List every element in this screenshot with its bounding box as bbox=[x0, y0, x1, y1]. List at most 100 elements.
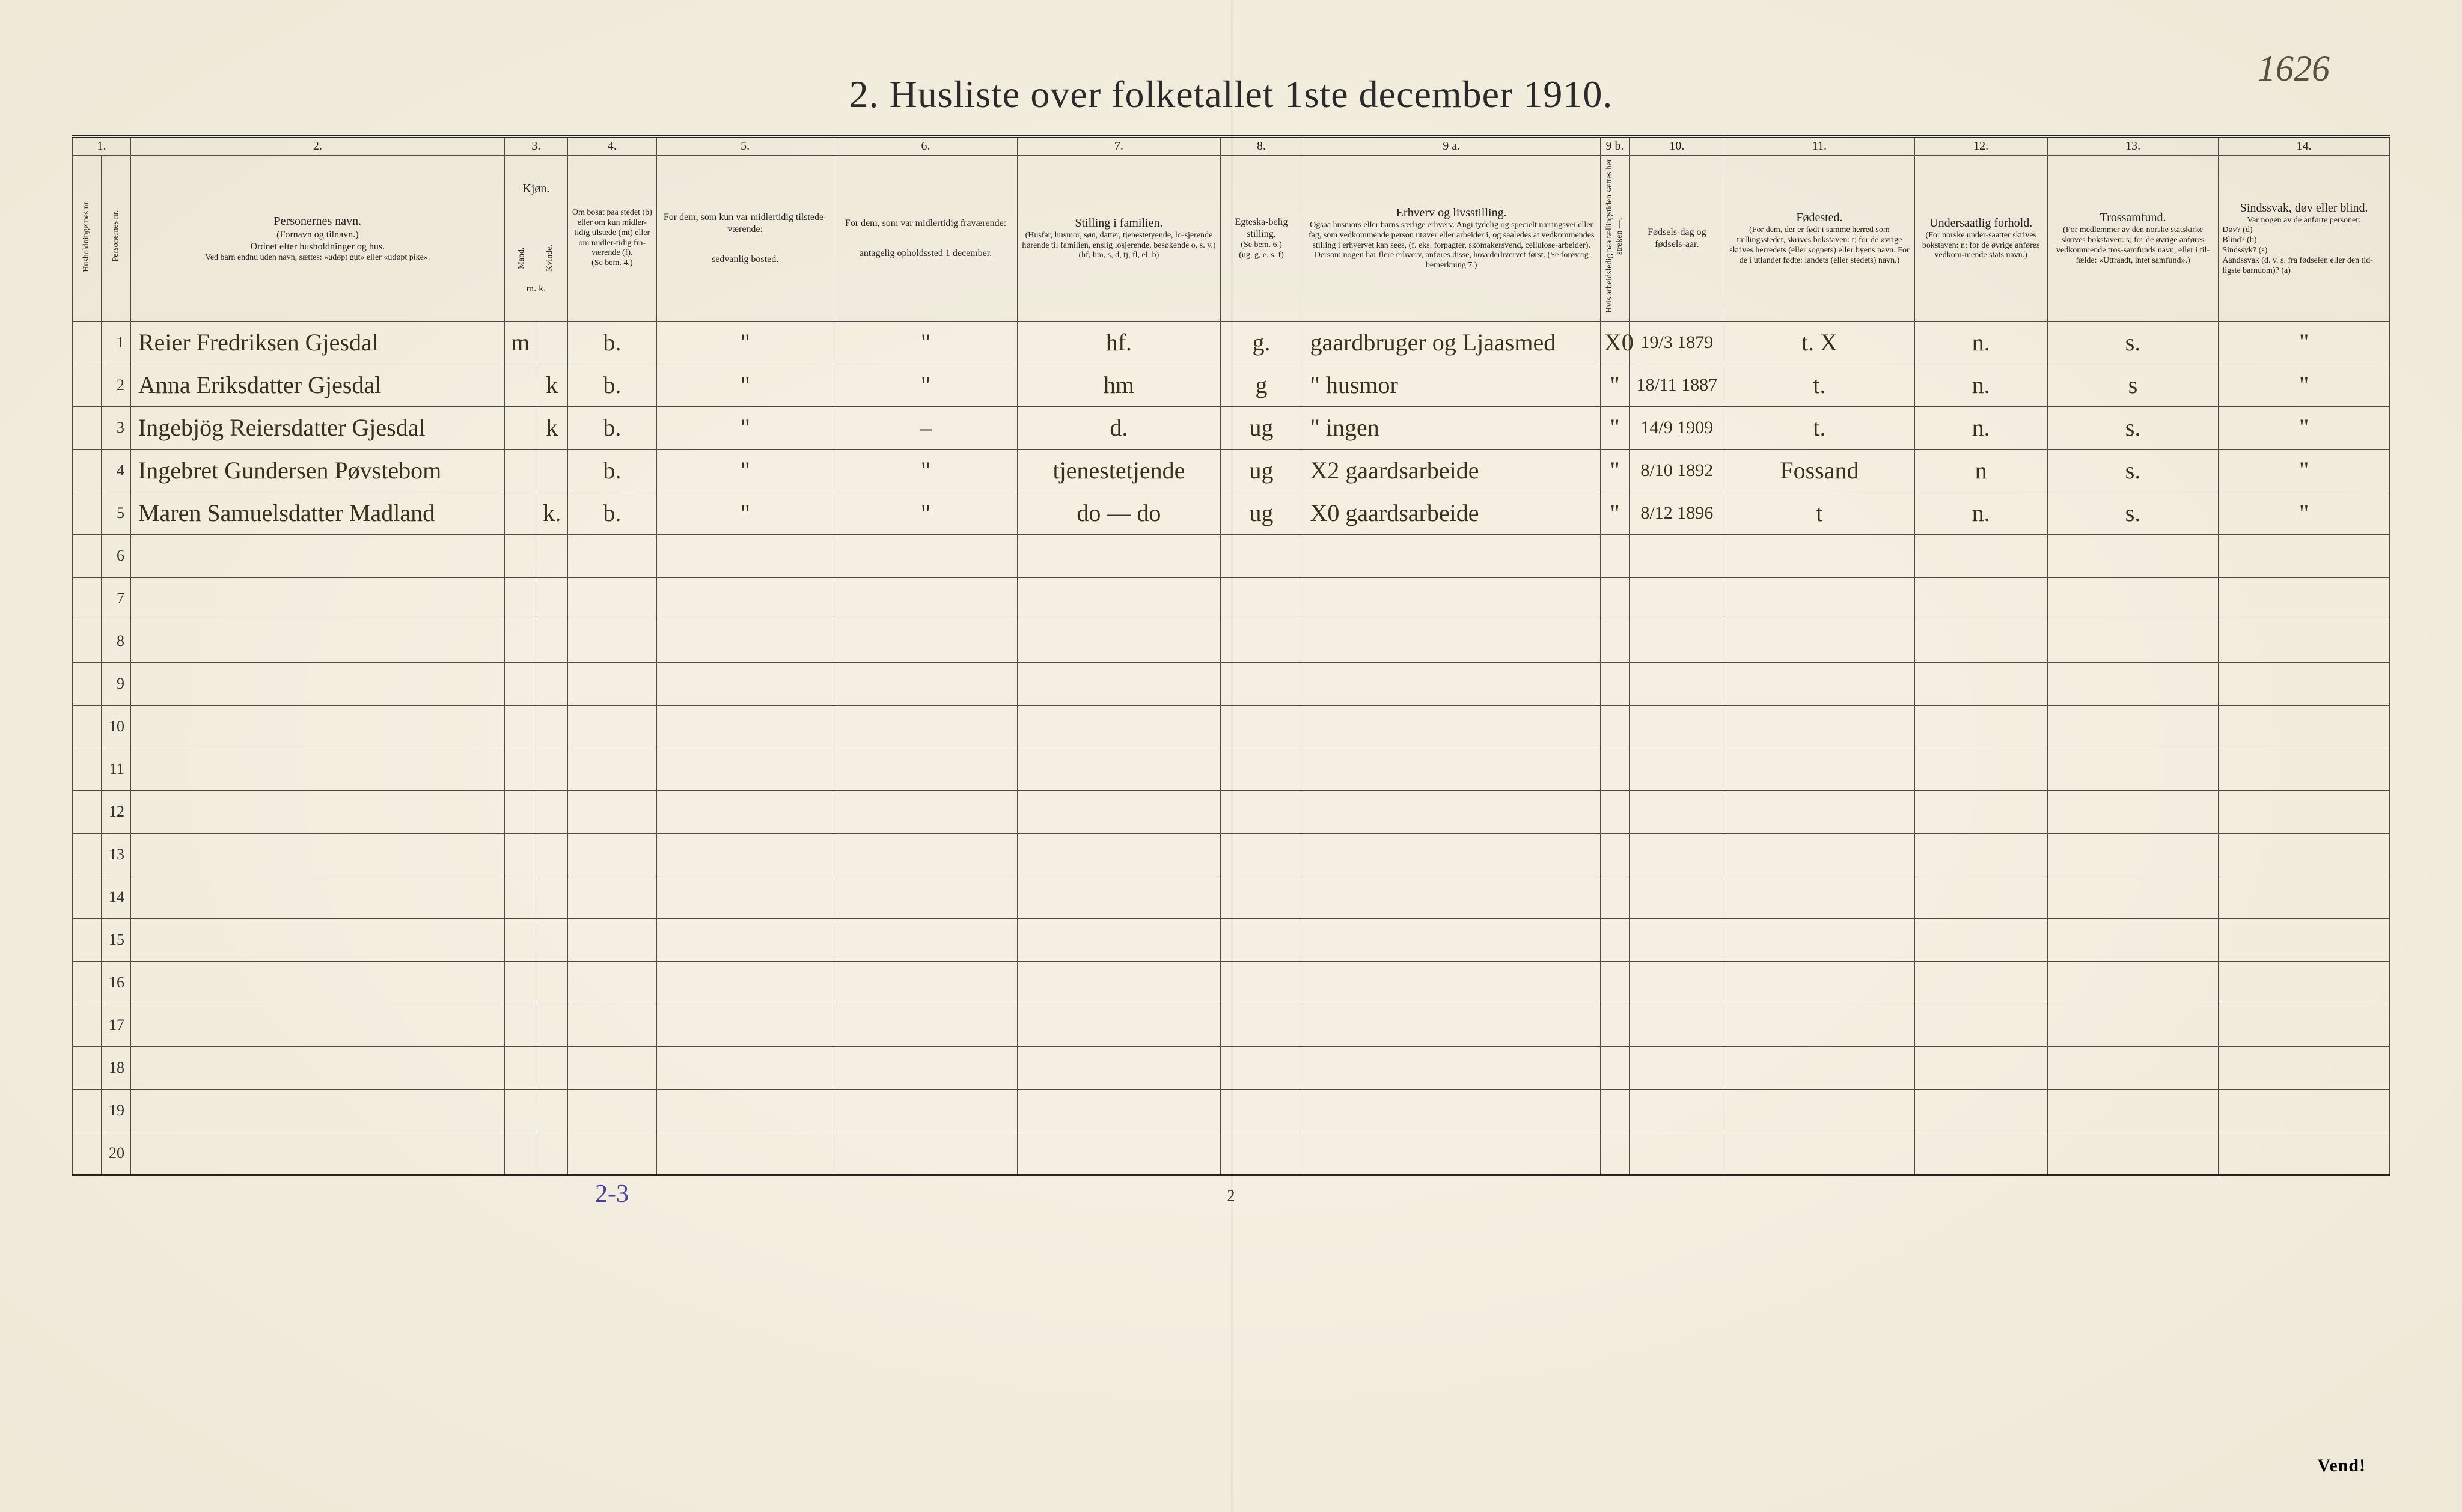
cell-bosat: b. bbox=[568, 364, 657, 407]
cell-blank bbox=[1303, 876, 1600, 919]
cell-household-nr bbox=[73, 1047, 102, 1090]
cell-blank bbox=[834, 706, 1018, 748]
cell-erhverv: X0 gaardsarbeide bbox=[1303, 492, 1600, 535]
cell-name: Maren Samuelsdatter Madland bbox=[130, 492, 504, 535]
cell-blank bbox=[568, 706, 657, 748]
cell-sex-m bbox=[504, 450, 536, 492]
cell-blank bbox=[1018, 663, 1220, 706]
cell-familie: do — do bbox=[1018, 492, 1220, 535]
cell-midl-fravar: " bbox=[834, 492, 1018, 535]
cell-blank bbox=[1600, 535, 1629, 578]
cell-blank bbox=[536, 578, 568, 620]
cell-blank bbox=[2219, 834, 2390, 876]
cell-blank bbox=[2047, 663, 2219, 706]
cell-sex-m bbox=[504, 364, 536, 407]
cell-sex-k bbox=[536, 450, 568, 492]
cell-blank bbox=[1018, 620, 1220, 663]
cell-blank bbox=[2047, 791, 2219, 834]
cell-blank bbox=[1914, 876, 2047, 919]
cell-blank bbox=[536, 791, 568, 834]
cell-blank bbox=[1630, 578, 1724, 620]
cell-arbeidsledig: " bbox=[1600, 364, 1629, 407]
table-row-blank: 8 bbox=[73, 620, 2390, 663]
cell-blank bbox=[2219, 919, 2390, 962]
cell-blank bbox=[656, 535, 834, 578]
table-row: 2Anna Eriksdatter Gjesdalkb.""hmg" husmo… bbox=[73, 364, 2390, 407]
table-row: 1Reier Fredriksen Gjesdalmb.""hf.g.gaard… bbox=[73, 322, 2390, 364]
cell-blank bbox=[568, 578, 657, 620]
cell-household-nr bbox=[73, 876, 102, 919]
cell-erhverv: gaardbruger og Ljaasmed bbox=[1303, 322, 1600, 364]
cell-blank bbox=[1600, 1132, 1629, 1175]
cell-tros: s. bbox=[2047, 450, 2219, 492]
cell-blank bbox=[1724, 1047, 1914, 1090]
cell-household-nr bbox=[73, 492, 102, 535]
cell-household-nr bbox=[73, 620, 102, 663]
cell-blank bbox=[1303, 578, 1600, 620]
cell-blank bbox=[536, 876, 568, 919]
cell-blank bbox=[1724, 962, 1914, 1004]
cell-blank bbox=[1220, 1047, 1303, 1090]
table-row-blank: 6 bbox=[73, 535, 2390, 578]
cell-blank bbox=[1600, 706, 1629, 748]
cell-blank bbox=[834, 962, 1018, 1004]
cell-blank bbox=[1914, 578, 2047, 620]
cell-blank bbox=[130, 1047, 504, 1090]
cell-blank bbox=[504, 1004, 536, 1047]
cell-person-nr: 1 bbox=[102, 322, 130, 364]
cell-blank bbox=[130, 919, 504, 962]
cell-blank bbox=[568, 535, 657, 578]
cell-midl-tilstede: " bbox=[656, 450, 834, 492]
colnum-7: 7. bbox=[1018, 137, 1220, 156]
cell-blank bbox=[2219, 535, 2390, 578]
table-row: 4Ingebret Gundersen Pøvstebomb.""tjenest… bbox=[73, 450, 2390, 492]
cell-egteskab: ug bbox=[1220, 407, 1303, 450]
cell-blank bbox=[1303, 834, 1600, 876]
cell-familie: d. bbox=[1018, 407, 1220, 450]
cell-blank bbox=[1303, 1090, 1600, 1132]
cell-blank bbox=[1630, 962, 1724, 1004]
cell-blank bbox=[536, 962, 568, 1004]
cell-blank bbox=[656, 1090, 834, 1132]
hdr-sind: Sindssvak, døv eller blind. Var nogen av… bbox=[2219, 156, 2390, 322]
cell-blank bbox=[656, 1004, 834, 1047]
cell-blank bbox=[130, 535, 504, 578]
cell-blank bbox=[1018, 876, 1220, 919]
cell-household-nr bbox=[73, 407, 102, 450]
colnum-10: 10. bbox=[1630, 137, 1724, 156]
cell-person-nr: 7 bbox=[102, 578, 130, 620]
cell-blank bbox=[568, 1047, 657, 1090]
cell-blank bbox=[1724, 578, 1914, 620]
hdr-household-nr: Husholdningernes nr. bbox=[73, 156, 102, 322]
cell-household-nr bbox=[73, 706, 102, 748]
cell-blank bbox=[1630, 620, 1724, 663]
cell-blank bbox=[568, 620, 657, 663]
cell-person-nr: 8 bbox=[102, 620, 130, 663]
cell-blank bbox=[834, 535, 1018, 578]
cell-undersaat: n. bbox=[1914, 364, 2047, 407]
cell-blank bbox=[1630, 834, 1724, 876]
cell-blank bbox=[1600, 962, 1629, 1004]
cell-blank bbox=[1220, 791, 1303, 834]
cell-blank bbox=[834, 919, 1018, 962]
cell-blank bbox=[130, 1090, 504, 1132]
cell-blank bbox=[1220, 578, 1303, 620]
cell-midl-fravar: " bbox=[834, 364, 1018, 407]
cell-midl-fravar: " bbox=[834, 450, 1018, 492]
colnum-14: 14. bbox=[2219, 137, 2390, 156]
cell-person-nr: 3 bbox=[102, 407, 130, 450]
cell-blank bbox=[130, 962, 504, 1004]
cell-egteskab: g bbox=[1220, 364, 1303, 407]
cell-blank bbox=[1914, 1004, 2047, 1047]
cell-bosat: b. bbox=[568, 492, 657, 535]
cell-blank bbox=[1220, 748, 1303, 791]
cell-blank bbox=[656, 834, 834, 876]
hdr-egteskab: Egteska-belig stilling. (Se bem. 6.) (ug… bbox=[1220, 156, 1303, 322]
cell-blank bbox=[1914, 919, 2047, 962]
cell-blank bbox=[1303, 748, 1600, 791]
cell-fodested: Fossand bbox=[1724, 450, 1914, 492]
table-row-blank: 9 bbox=[73, 663, 2390, 706]
table-row: 5Maren Samuelsdatter Madlandk.b.""do — d… bbox=[73, 492, 2390, 535]
cell-blank bbox=[568, 876, 657, 919]
cell-blank bbox=[1220, 1090, 1303, 1132]
